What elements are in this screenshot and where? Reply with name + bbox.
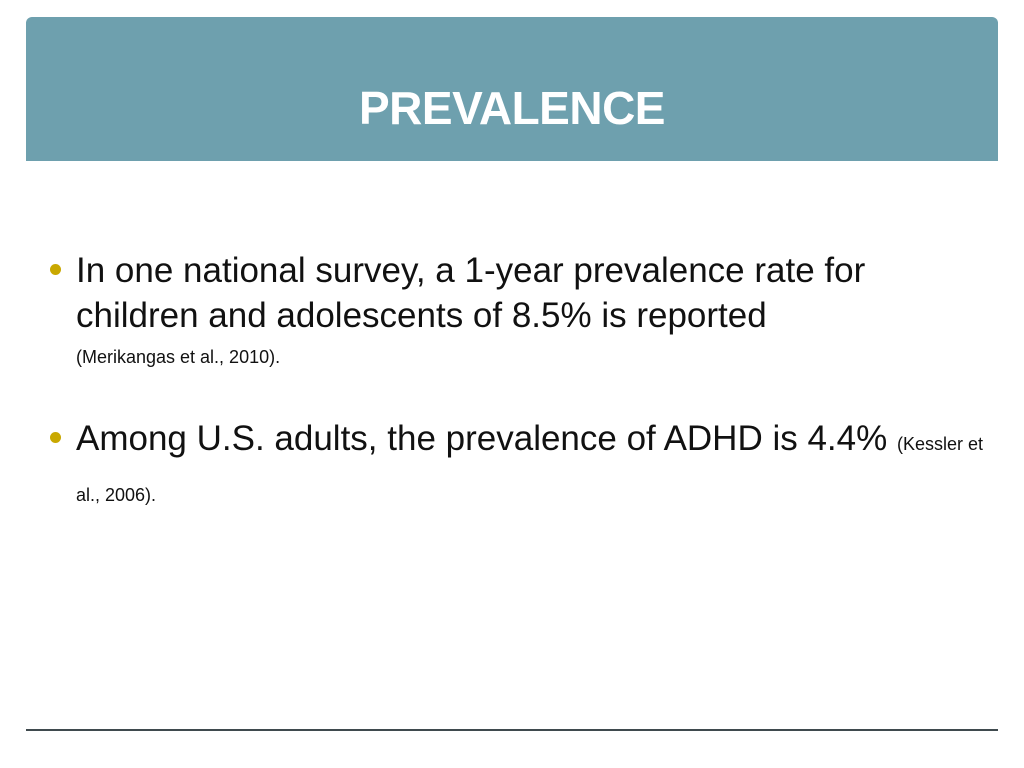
bullet-list: In one national survey, a 1-year prevale… bbox=[48, 248, 988, 518]
footer-divider bbox=[26, 729, 998, 731]
bullet-item: Among U.S. adults, the prevalence of ADH… bbox=[48, 416, 988, 518]
bullet-dot-icon bbox=[50, 432, 61, 443]
bullet-text: In one national survey, a 1-year prevale… bbox=[76, 251, 866, 335]
bullet-text: Among U.S. adults, the prevalence of ADH… bbox=[76, 419, 888, 458]
slide-title: PREVALENCE bbox=[359, 82, 665, 134]
title-banner: PREVALENCE bbox=[26, 17, 998, 161]
bullet-citation: (Kessler et al., 2006). bbox=[76, 434, 984, 505]
bullet-citation: (Merikangas et al., 2010). bbox=[76, 347, 281, 367]
bullet-item: In one national survey, a 1-year prevale… bbox=[48, 248, 988, 372]
bullet-dot-icon bbox=[50, 264, 61, 275]
